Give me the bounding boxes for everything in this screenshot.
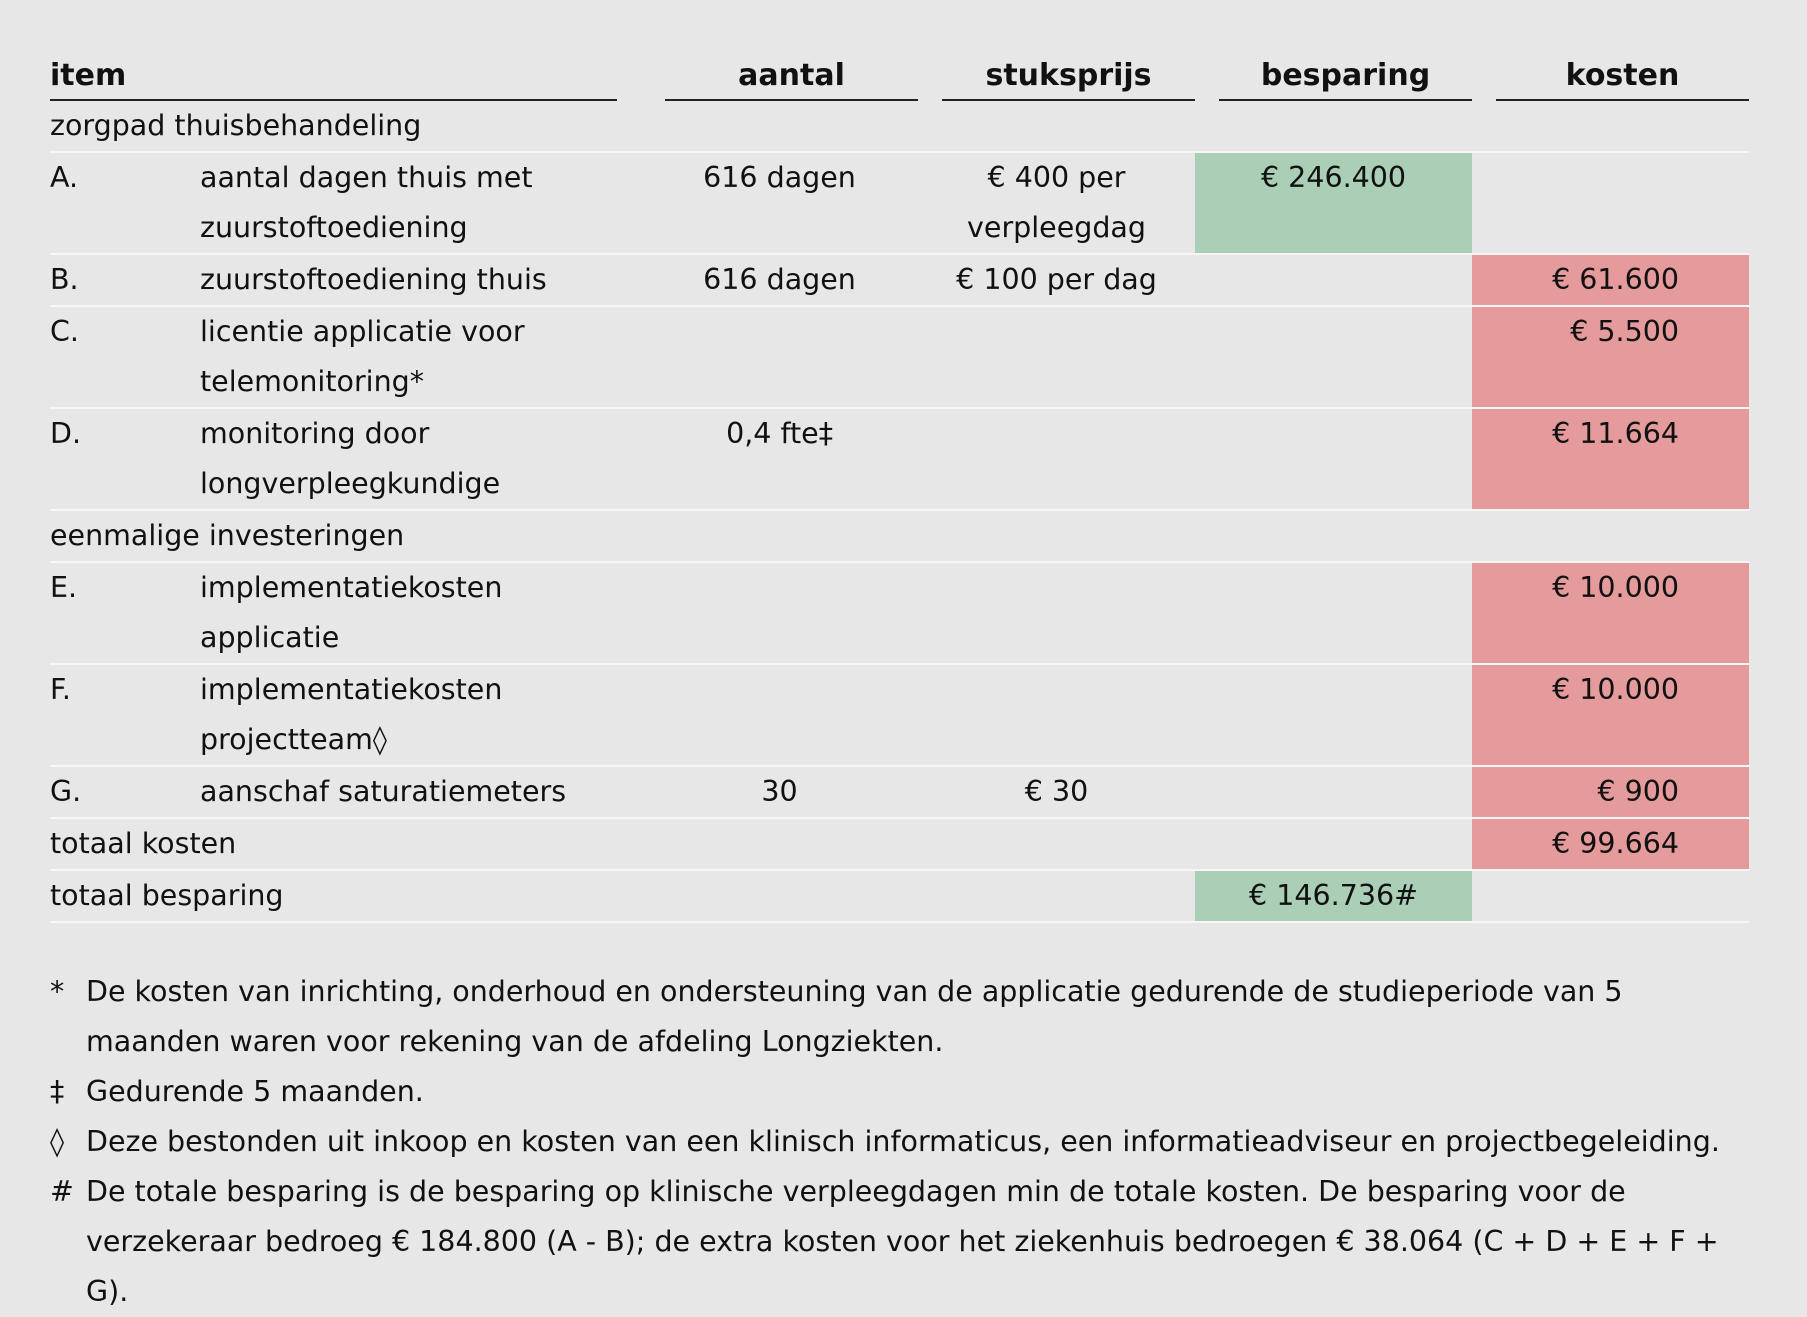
footnote-mark: ‡: [50, 1075, 65, 1108]
row-stuksprijs: € 100 per dag: [918, 254, 1196, 307]
table-row: B. zuurstoftoediening thuis 616 dagen € …: [50, 254, 1750, 307]
footnote-mark: ◊: [50, 1125, 65, 1158]
footnote-mark: #: [50, 1175, 74, 1208]
total-kosten-row: totaal kosten € 99.664: [50, 818, 1750, 871]
table-row: G. aanschaf saturatiemeters 30 € 30 € 90…: [50, 766, 1750, 819]
row-stuksprijs: [918, 562, 1196, 665]
footnote-mark: *: [50, 975, 65, 1008]
row-description: aanschaf saturatiemeters: [200, 766, 642, 819]
row-kosten: € 11.664: [1472, 408, 1750, 511]
row-letter: E.: [50, 562, 200, 665]
section-row-zorgpad: zorgpad thuisbehandeling: [50, 101, 1750, 153]
row-letter: C.: [50, 306, 200, 409]
footnote-text: De kosten van inrichting, onderhoud en o…: [86, 975, 1623, 1058]
table-header-row: item aantal stuksprijs besparing kosten: [50, 48, 1750, 101]
row-kosten: € 10.000: [1472, 664, 1750, 767]
row-description: zuurstoftoediening thuis: [200, 254, 642, 307]
total-besparing-empty: [1472, 870, 1750, 923]
table-row: F. implementatiekosten projectteam◊ € 10.…: [50, 664, 1750, 767]
table-row: E. implementatiekosten applicatie € 10.00…: [50, 562, 1750, 665]
row-kosten: € 61.600: [1472, 254, 1750, 307]
total-besparing-row: totaal besparing € 146.736#: [50, 870, 1750, 923]
footnote-text: Deze bestonden uit inkoop en kosten van …: [86, 1125, 1720, 1158]
row-description: licentie applicatie voor telemonitoring*: [200, 306, 642, 409]
row-stuksprijs: € 400 per verpleegdag: [918, 152, 1196, 255]
row-besparing: [1195, 408, 1473, 511]
header-item: item: [50, 48, 641, 101]
header-besparing: besparing: [1195, 48, 1473, 101]
total-kosten-value: € 99.664: [1472, 818, 1750, 871]
row-kosten: € 10.000: [1472, 562, 1750, 665]
table-row: C. licentie applicatie voor telemonitorin…: [50, 306, 1750, 409]
section-row-eenmalig: eenmalige investeringen: [50, 510, 1750, 563]
footnote-text: De totale besparing is de besparing op k…: [86, 1175, 1719, 1308]
total-kosten-label: totaal kosten: [50, 818, 1473, 871]
header-aantal: aantal: [641, 48, 919, 101]
row-besparing: [1195, 306, 1473, 409]
total-besparing-label: totaal besparing: [50, 870, 1196, 923]
row-description: monitoring door longverpleegkundige: [200, 408, 642, 511]
row-aantal: [641, 664, 919, 767]
row-letter: G.: [50, 766, 200, 819]
row-aantal: 0,4 fte‡: [641, 408, 919, 511]
row-besparing: € 246.400: [1195, 152, 1473, 255]
row-letter: D.: [50, 408, 200, 511]
footnote: ◊ Deze bestonden uit inkoop en kosten va…: [50, 1117, 1750, 1167]
footnote: ‡ Gedurende 5 maanden.: [50, 1067, 1750, 1117]
row-stuksprijs: [918, 408, 1196, 511]
row-aantal: 616 dagen: [641, 254, 919, 307]
header-stuksprijs: stuksprijs: [918, 48, 1196, 101]
row-description: aantal dagen thuis met zuurstoftoediening: [200, 152, 642, 255]
row-stuksprijs: € 30: [918, 766, 1196, 819]
footnote: # De totale besparing is de besparing op…: [50, 1167, 1750, 1317]
footnote: * De kosten van inrichting, onderhoud en…: [50, 967, 1750, 1067]
row-kosten: [1472, 152, 1750, 255]
cost-table: item aantal stuksprijs besparing kosten …: [50, 48, 1750, 923]
row-description: implementatiekosten projectteam◊: [200, 664, 642, 767]
header-kosten: kosten: [1472, 48, 1750, 101]
table-row: A. aantal dagen thuis met zuurstoftoedien…: [50, 152, 1750, 255]
row-letter: F.: [50, 664, 200, 767]
row-kosten: € 5.500: [1472, 306, 1750, 409]
row-aantal: [641, 306, 919, 409]
footnotes: * De kosten van inrichting, onderhoud en…: [50, 967, 1750, 1317]
row-letter: B.: [50, 254, 200, 307]
row-aantal: 616 dagen: [641, 152, 919, 255]
section-title: eenmalige investeringen: [50, 510, 1750, 563]
row-besparing: [1195, 254, 1473, 307]
table-row: D. monitoring door longverpleegkundige 0,…: [50, 408, 1750, 511]
section-title: zorgpad thuisbehandeling: [50, 101, 1750, 153]
row-letter: A.: [50, 152, 200, 255]
total-besparing-value: € 146.736#: [1195, 870, 1473, 923]
cost-table-container: item aantal stuksprijs besparing kosten …: [50, 48, 1750, 923]
row-description: implementatiekosten applicatie: [200, 562, 642, 665]
row-stuksprijs: [918, 306, 1196, 409]
row-aantal: [641, 562, 919, 665]
row-besparing: [1195, 664, 1473, 767]
row-kosten: € 900: [1472, 766, 1750, 819]
row-stuksprijs: [918, 664, 1196, 767]
row-besparing: [1195, 766, 1473, 819]
footnote-text: Gedurende 5 maanden.: [86, 1075, 424, 1108]
row-aantal: 30: [641, 766, 919, 819]
row-besparing: [1195, 562, 1473, 665]
